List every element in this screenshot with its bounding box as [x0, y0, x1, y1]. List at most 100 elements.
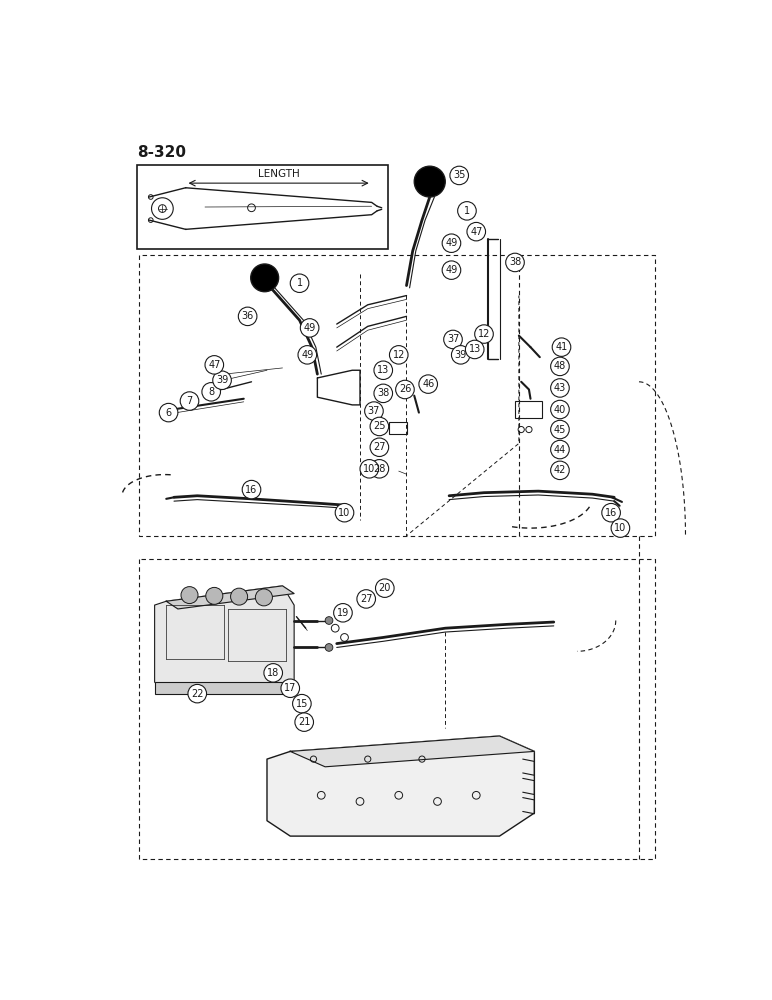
Text: 19: 19	[337, 608, 349, 618]
Circle shape	[242, 480, 261, 499]
Circle shape	[239, 307, 257, 326]
Text: 49: 49	[445, 265, 458, 275]
Circle shape	[602, 503, 621, 522]
Circle shape	[419, 375, 438, 393]
Polygon shape	[267, 736, 534, 836]
Text: 46: 46	[422, 379, 435, 389]
Text: 35: 35	[453, 170, 466, 180]
Circle shape	[290, 274, 309, 292]
Polygon shape	[154, 586, 294, 694]
Circle shape	[550, 357, 569, 376]
Text: 21: 21	[298, 717, 310, 727]
Circle shape	[550, 420, 569, 439]
Circle shape	[231, 588, 248, 605]
Circle shape	[180, 392, 199, 410]
Circle shape	[450, 166, 469, 185]
Text: 39: 39	[455, 350, 467, 360]
Polygon shape	[166, 586, 294, 609]
Circle shape	[181, 587, 198, 604]
Circle shape	[256, 589, 273, 606]
Circle shape	[335, 503, 354, 522]
Circle shape	[370, 417, 388, 436]
Text: 47: 47	[208, 360, 221, 370]
Text: 27: 27	[360, 594, 372, 604]
Text: 10: 10	[615, 523, 627, 533]
Circle shape	[475, 325, 493, 343]
Circle shape	[370, 460, 388, 478]
Text: 12: 12	[393, 350, 405, 360]
Text: 42: 42	[554, 465, 566, 475]
Text: 15: 15	[296, 699, 308, 709]
Text: 13: 13	[469, 344, 481, 354]
Bar	[137, 165, 388, 249]
Circle shape	[444, 330, 462, 349]
Circle shape	[370, 438, 388, 456]
Text: 38: 38	[378, 388, 389, 398]
Circle shape	[360, 460, 378, 478]
Circle shape	[466, 340, 484, 359]
Circle shape	[396, 380, 415, 399]
Text: 38: 38	[509, 257, 521, 267]
Circle shape	[611, 519, 630, 537]
Text: 45: 45	[554, 425, 566, 435]
Circle shape	[251, 264, 279, 292]
Text: LENGTH: LENGTH	[258, 169, 300, 179]
Circle shape	[205, 356, 224, 374]
Circle shape	[213, 371, 232, 389]
Circle shape	[159, 403, 178, 422]
Circle shape	[550, 400, 569, 419]
Circle shape	[293, 694, 311, 713]
Text: 49: 49	[445, 238, 458, 248]
Text: 26: 26	[399, 384, 411, 394]
Circle shape	[452, 346, 470, 364]
Text: 12: 12	[478, 329, 490, 339]
Circle shape	[550, 379, 569, 397]
Text: 37: 37	[367, 406, 380, 416]
Text: 16: 16	[245, 485, 258, 495]
Text: 8: 8	[208, 387, 215, 397]
Circle shape	[325, 644, 333, 651]
Text: 17: 17	[284, 683, 296, 693]
Bar	[154, 682, 294, 694]
Polygon shape	[290, 736, 534, 767]
Text: 13: 13	[378, 365, 389, 375]
Circle shape	[442, 234, 461, 252]
Circle shape	[281, 679, 300, 698]
Circle shape	[300, 319, 319, 337]
Text: 39: 39	[216, 375, 229, 385]
Text: 10: 10	[338, 508, 350, 518]
Text: 6: 6	[165, 408, 171, 418]
Circle shape	[552, 338, 571, 356]
Circle shape	[467, 222, 486, 241]
Text: 28: 28	[373, 464, 385, 474]
Text: 20: 20	[378, 583, 391, 593]
Text: 1: 1	[464, 206, 470, 216]
Circle shape	[374, 384, 392, 403]
Circle shape	[364, 402, 383, 420]
Text: 40: 40	[554, 405, 566, 415]
Text: 48: 48	[554, 361, 566, 371]
Text: 1: 1	[296, 278, 303, 288]
Circle shape	[374, 361, 392, 379]
Text: 47: 47	[470, 227, 482, 237]
Text: 8-320: 8-320	[137, 145, 186, 160]
Circle shape	[206, 587, 223, 604]
Circle shape	[264, 664, 283, 682]
Text: 16: 16	[605, 508, 618, 518]
Circle shape	[458, 202, 476, 220]
Text: 44: 44	[554, 445, 566, 455]
Text: 37: 37	[447, 334, 459, 344]
Circle shape	[295, 713, 313, 731]
Circle shape	[375, 579, 394, 597]
Bar	[389, 422, 407, 434]
Circle shape	[389, 346, 408, 364]
Circle shape	[506, 253, 524, 272]
Circle shape	[188, 684, 207, 703]
Text: 49: 49	[303, 323, 316, 333]
Circle shape	[442, 261, 461, 279]
Circle shape	[202, 383, 221, 401]
Circle shape	[334, 604, 352, 622]
Text: 7: 7	[186, 396, 193, 406]
Text: 27: 27	[373, 442, 386, 452]
Circle shape	[550, 461, 569, 480]
